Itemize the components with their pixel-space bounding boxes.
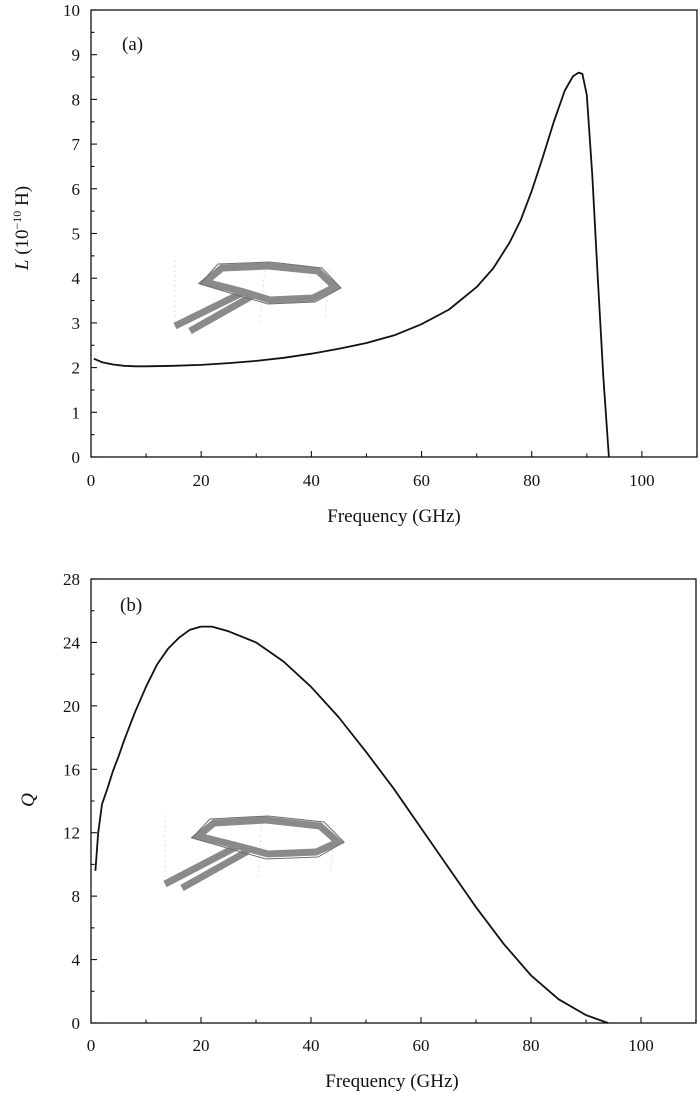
x-tick-label: 100	[628, 1036, 654, 1055]
y-tick-label: 24	[63, 633, 81, 652]
y-tick-labels-b: 0 4 8 12 16 20 24 28	[63, 570, 81, 1033]
y-tick-label: 1	[72, 403, 81, 422]
x-tick-label: 40	[303, 471, 320, 490]
inductance-curve	[93, 71, 610, 458]
y-tick-label: 7	[72, 135, 81, 154]
y-axis-title-b: Q	[18, 793, 39, 807]
y-tick-label: 4	[72, 269, 81, 288]
x-tick-label: 80	[523, 471, 540, 490]
y-tick-label: 4	[72, 951, 81, 970]
x-axis-title-a: Frequency (GHz)	[327, 506, 460, 527]
spiral-inductor-icon	[163, 815, 345, 892]
x-tick-label: 0	[87, 471, 96, 490]
y-tick-label: 9	[72, 46, 81, 65]
x-tick-label: 0	[87, 1036, 96, 1055]
y-tick-label: 5	[72, 225, 81, 244]
y-tick-label: 0	[72, 1014, 81, 1033]
panel-b-quality-factor: 0 20 40 60 80 100 0 4 8 12 16 20 24 28 (b) Frequency…	[18, 570, 697, 1092]
y-tick-label: 0	[72, 448, 81, 467]
x-tick-labels-a: 0 20 40 60 80 100	[87, 471, 655, 490]
y-tick-label: 2	[72, 359, 81, 378]
panel-a-inductance: 0 20 40 60 80 100 0 1 2 3 4 5 6 7 8 9 10 (a) Frequency …	[10, 1, 698, 527]
x-tick-label: 80	[523, 1036, 540, 1055]
y-tick-label: 3	[72, 314, 81, 333]
y-tick-labels-a: 0 1 2 3 4 5 6 7 8 9 10	[63, 1, 81, 467]
x-tick-labels-b: 0 20 40 60 80 100	[87, 1036, 654, 1055]
y-axis-text-a: (10	[12, 229, 33, 259]
y-tick-label: 8	[72, 90, 81, 109]
x-tick-label: 100	[629, 471, 655, 490]
x-tick-label: 40	[303, 1036, 320, 1055]
quality-factor-curve	[94, 625, 609, 1024]
x-tick-label: 60	[413, 471, 430, 490]
x-tick-label: 20	[193, 1036, 210, 1055]
y-tick-label: 20	[63, 697, 80, 716]
plot-frame-a	[90, 9, 698, 458]
y-axis-title-a: L (10−10 H)	[10, 186, 33, 271]
x-tick-label: 60	[413, 1036, 430, 1055]
y-axis-unit-a: H)	[12, 186, 33, 211]
plot-frame-b	[90, 578, 697, 1024]
panel-label-a: (a)	[122, 34, 143, 55]
x-axis-title-b: Frequency (GHz)	[325, 1071, 458, 1092]
panel-label-b: (b)	[120, 595, 142, 616]
tick-marks-b	[90, 578, 697, 1024]
y-tick-label: 12	[63, 824, 80, 843]
tick-marks-a	[90, 9, 698, 458]
y-tick-label: 10	[63, 1, 80, 20]
y-axis-exp-a: −10	[10, 211, 24, 230]
y-axis-var-a: L	[12, 260, 33, 272]
spiral-inductor-icon	[173, 260, 342, 335]
x-tick-label: 20	[193, 471, 210, 490]
y-tick-label: 16	[63, 760, 80, 779]
y-axis-var-b: Q	[18, 793, 39, 807]
y-tick-label: 28	[63, 570, 80, 589]
y-tick-label: 8	[72, 887, 81, 906]
y-tick-label: 6	[72, 180, 81, 199]
